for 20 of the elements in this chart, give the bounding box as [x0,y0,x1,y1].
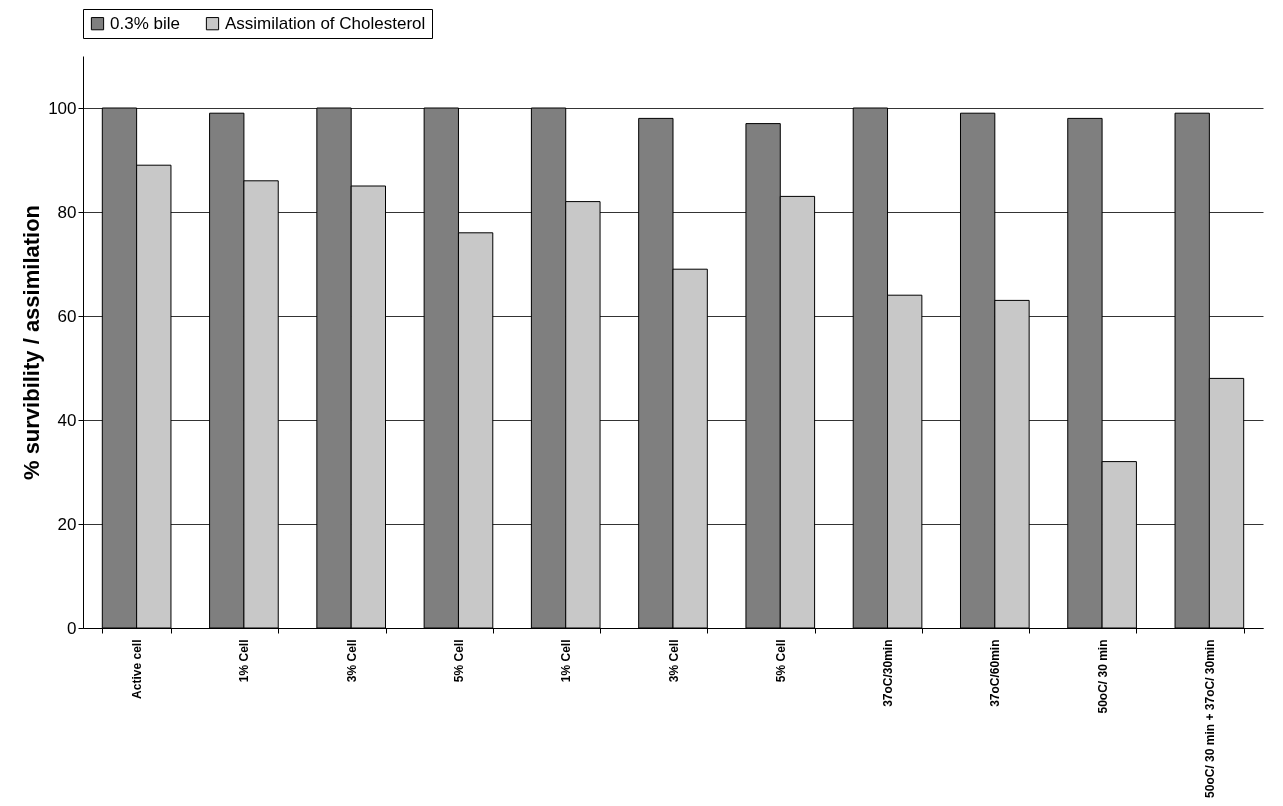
legend-label: 0.3% bile [110,13,180,33]
y-tick-label: 100 [48,98,77,118]
y-tick-label: 20 [57,514,77,534]
x-tick-label: 3% Cell [344,639,359,683]
legend-label: Assimilation of Cholesterol [225,13,426,33]
x-tick-label: 37oC/30min [881,639,896,707]
y-tick-label: 60 [57,306,77,326]
x-tick-label: 50oC/ 30 min [1095,639,1110,714]
x-tick-label: 3% Cell [666,639,681,683]
y-axis-title: % survibility / assimilation [19,204,45,481]
x-tick-label: 5% Cell [773,639,788,683]
x-tick-label: 1% Cell [559,639,574,683]
x-tick-label: 1% Cell [237,639,252,683]
x-tick-label: 50oC/ 30 min + 37oC/ 30min [1202,639,1217,798]
x-tick-label: 5% Cell [451,639,466,683]
y-tick-label: 40 [57,410,77,430]
y-tick-label: 80 [57,202,77,222]
x-tick-label: 37oC/60min [988,639,1003,707]
x-tick-label: Active cell [130,639,145,699]
y-tick-label: 0 [67,618,77,638]
